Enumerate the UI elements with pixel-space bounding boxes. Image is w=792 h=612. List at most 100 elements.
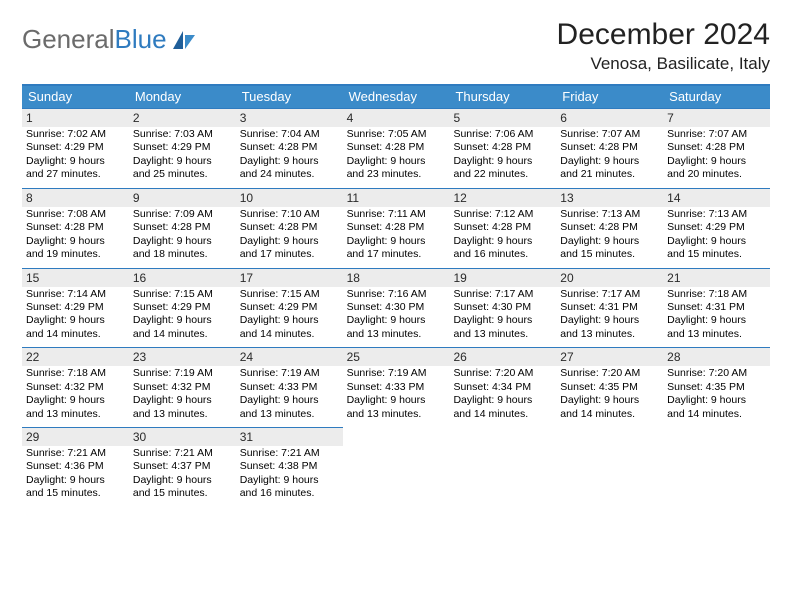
day-cell: 24Sunrise: 7:19 AMSunset: 4:33 PMDayligh… [236,347,343,423]
day-detail-line: Sunset: 4:29 PM [133,301,232,314]
day-detail-line: Daylight: 9 hours [453,314,552,327]
logo-text-gray: General [22,24,115,55]
day-detail-line: Daylight: 9 hours [240,474,339,487]
day-detail-line: Sunset: 4:29 PM [133,141,232,154]
day-detail-line: Sunrise: 7:11 AM [347,208,446,221]
day-detail-line: Sunrise: 7:20 AM [453,367,552,380]
day-cell: 20Sunrise: 7:17 AMSunset: 4:31 PMDayligh… [556,268,663,344]
day-details: Sunrise: 7:18 AMSunset: 4:32 PMDaylight:… [26,367,125,421]
day-detail-line: Sunrise: 7:19 AM [133,367,232,380]
day-detail-line: Sunset: 4:28 PM [347,221,446,234]
weekday-header: Tuesday [236,86,343,108]
day-detail-line: Sunrise: 7:12 AM [453,208,552,221]
day-cell: 8Sunrise: 7:08 AMSunset: 4:28 PMDaylight… [22,188,129,264]
day-number: 30 [129,427,236,446]
day-number: 4 [343,108,450,127]
day-detail-line: and 13 minutes. [240,408,339,421]
day-details: Sunrise: 7:21 AMSunset: 4:38 PMDaylight:… [240,447,339,501]
day-details: Sunrise: 7:17 AMSunset: 4:30 PMDaylight:… [453,288,552,342]
day-detail-line: Sunset: 4:29 PM [240,301,339,314]
logo: GeneralBlue [22,18,197,55]
day-detail-line: Sunrise: 7:07 AM [667,128,766,141]
calendar: Sunday Monday Tuesday Wednesday Thursday… [22,84,770,503]
day-detail-line: Daylight: 9 hours [26,314,125,327]
day-detail-line: and 14 minutes. [26,328,125,341]
day-detail-line: Sunrise: 7:20 AM [667,367,766,380]
day-detail-line: Daylight: 9 hours [347,394,446,407]
day-details: Sunrise: 7:15 AMSunset: 4:29 PMDaylight:… [133,288,232,342]
day-details: Sunrise: 7:13 AMSunset: 4:28 PMDaylight:… [560,208,659,262]
day-number: 27 [556,347,663,366]
day-detail-line: and 14 minutes. [133,328,232,341]
day-detail-line: Sunrise: 7:15 AM [240,288,339,301]
weekday-header: Wednesday [343,86,450,108]
day-cell: 29Sunrise: 7:21 AMSunset: 4:36 PMDayligh… [22,427,129,503]
day-cell: 13Sunrise: 7:13 AMSunset: 4:28 PMDayligh… [556,188,663,264]
day-details: Sunrise: 7:07 AMSunset: 4:28 PMDaylight:… [560,128,659,182]
day-detail-line: Sunset: 4:31 PM [667,301,766,314]
day-detail-line: and 16 minutes. [453,248,552,261]
day-detail-line: Sunset: 4:38 PM [240,460,339,473]
day-details: Sunrise: 7:06 AMSunset: 4:28 PMDaylight:… [453,128,552,182]
day-detail-line: Sunrise: 7:17 AM [453,288,552,301]
day-detail-line: Sunset: 4:29 PM [667,221,766,234]
day-number: 16 [129,268,236,287]
weekday-header: Monday [129,86,236,108]
day-number: 10 [236,188,343,207]
day-number: 28 [663,347,770,366]
day-detail-line: and 25 minutes. [133,168,232,181]
day-number: 6 [556,108,663,127]
day-detail-line: and 17 minutes. [347,248,446,261]
day-detail-line: and 20 minutes. [667,168,766,181]
day-cell: 10Sunrise: 7:10 AMSunset: 4:28 PMDayligh… [236,188,343,264]
day-detail-line: Sunrise: 7:06 AM [453,128,552,141]
day-detail-line: Daylight: 9 hours [26,235,125,248]
day-detail-line: Sunrise: 7:07 AM [560,128,659,141]
day-number: 23 [129,347,236,366]
day-details: Sunrise: 7:21 AMSunset: 4:36 PMDaylight:… [26,447,125,501]
weeks-container: 1Sunrise: 7:02 AMSunset: 4:29 PMDaylight… [22,108,770,503]
day-detail-line: Sunset: 4:28 PM [560,221,659,234]
day-details: Sunrise: 7:14 AMSunset: 4:29 PMDaylight:… [26,288,125,342]
day-number: 18 [343,268,450,287]
day-detail-line: and 15 minutes. [26,487,125,500]
day-cell: 17Sunrise: 7:15 AMSunset: 4:29 PMDayligh… [236,268,343,344]
day-details: Sunrise: 7:05 AMSunset: 4:28 PMDaylight:… [347,128,446,182]
day-cell: 4Sunrise: 7:05 AMSunset: 4:28 PMDaylight… [343,108,450,184]
day-detail-line: Daylight: 9 hours [347,155,446,168]
day-detail-line: Daylight: 9 hours [560,155,659,168]
day-detail-line: and 13 minutes. [26,408,125,421]
day-detail-line: and 21 minutes. [560,168,659,181]
week-row: 22Sunrise: 7:18 AMSunset: 4:32 PMDayligh… [22,347,770,423]
day-detail-line: Sunrise: 7:13 AM [667,208,766,221]
day-detail-line: Sunrise: 7:13 AM [560,208,659,221]
weekday-header: Saturday [663,86,770,108]
page: GeneralBlue December 2024 Venosa, Basili… [0,0,792,503]
logo-sail-icon [171,29,197,51]
day-detail-line: Sunset: 4:35 PM [667,381,766,394]
day-detail-line: Sunset: 4:28 PM [453,221,552,234]
day-number: 13 [556,188,663,207]
day-cell: 11Sunrise: 7:11 AMSunset: 4:28 PMDayligh… [343,188,450,264]
week-row: 15Sunrise: 7:14 AMSunset: 4:29 PMDayligh… [22,268,770,344]
day-detail-line: Sunset: 4:28 PM [240,221,339,234]
day-detail-line: Daylight: 9 hours [240,235,339,248]
weekday-header-row: Sunday Monday Tuesday Wednesday Thursday… [22,86,770,108]
day-cell: 30Sunrise: 7:21 AMSunset: 4:37 PMDayligh… [129,427,236,503]
day-details: Sunrise: 7:13 AMSunset: 4:29 PMDaylight:… [667,208,766,262]
week-row: 29Sunrise: 7:21 AMSunset: 4:36 PMDayligh… [22,427,770,503]
day-details: Sunrise: 7:08 AMSunset: 4:28 PMDaylight:… [26,208,125,262]
day-detail-line: and 13 minutes. [453,328,552,341]
day-cell [449,427,556,503]
day-detail-line: Sunrise: 7:08 AM [26,208,125,221]
day-number: 11 [343,188,450,207]
day-details: Sunrise: 7:07 AMSunset: 4:28 PMDaylight:… [667,128,766,182]
day-number: 2 [129,108,236,127]
day-number: 17 [236,268,343,287]
day-details: Sunrise: 7:12 AMSunset: 4:28 PMDaylight:… [453,208,552,262]
day-detail-line: Sunrise: 7:19 AM [347,367,446,380]
day-detail-line: and 16 minutes. [240,487,339,500]
day-details: Sunrise: 7:21 AMSunset: 4:37 PMDaylight:… [133,447,232,501]
day-details: Sunrise: 7:10 AMSunset: 4:28 PMDaylight:… [240,208,339,262]
day-detail-line: and 23 minutes. [347,168,446,181]
